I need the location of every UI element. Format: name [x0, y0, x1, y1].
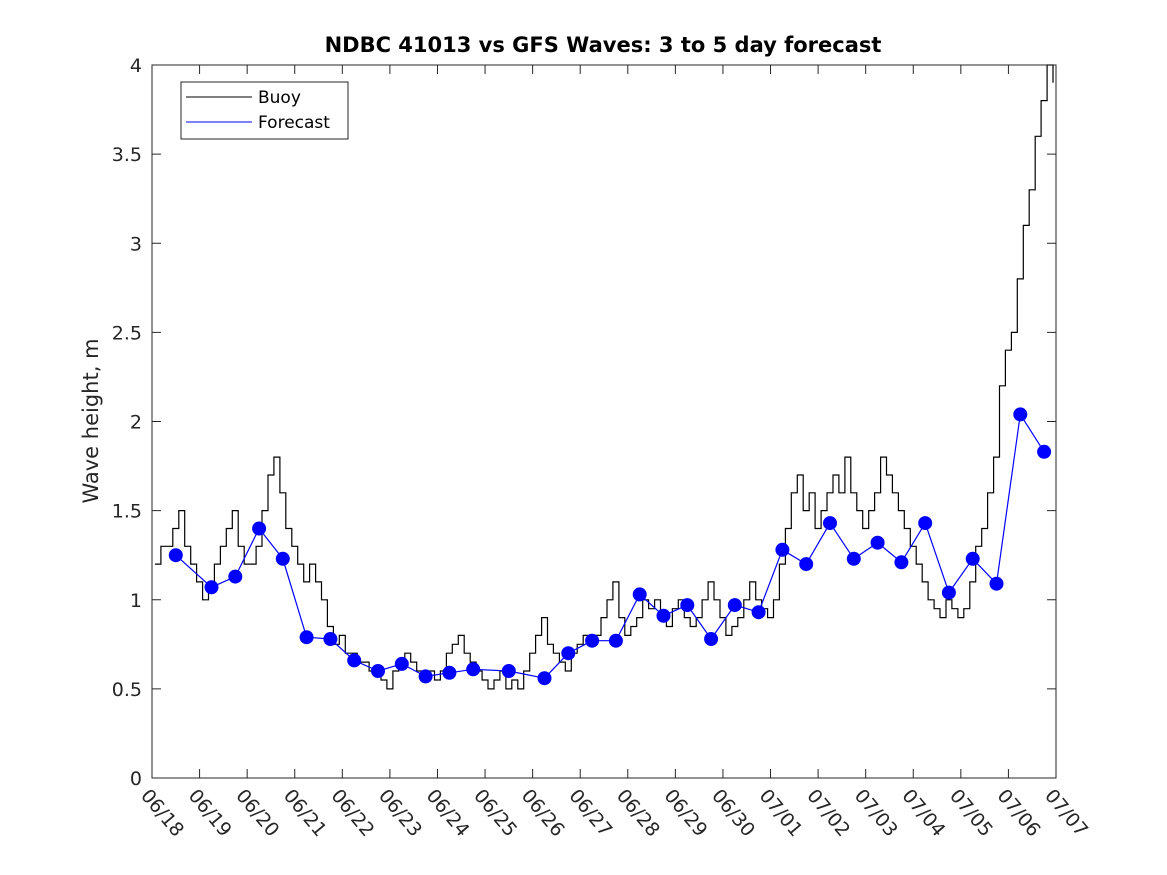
forecast-point [608, 633, 623, 648]
forecast-point [751, 605, 766, 620]
forecast-point [680, 598, 695, 613]
x-tick-label: 06/23 [374, 785, 426, 841]
x-tick-label: 06/30 [707, 785, 759, 841]
forecast-series-segment [175, 554, 212, 588]
x-tick-label: 06/27 [564, 785, 616, 841]
y-tick-label: 1.5 [112, 501, 142, 523]
forecast-series-segment [995, 414, 1021, 584]
x-tick-label: 06/18 [136, 785, 188, 841]
forecast-point [537, 671, 552, 686]
forecast-point [989, 576, 1004, 591]
forecast-point [846, 551, 861, 566]
legend-box [180, 81, 349, 140]
legend-buoy-label: Buoy [258, 88, 301, 108]
forecast-series-segment [234, 528, 260, 577]
x-tick-label: 07/06 [993, 785, 1045, 841]
forecast-point [394, 656, 409, 671]
y-tick-label: 0 [130, 768, 142, 790]
x-tick-label: 06/25 [469, 785, 521, 841]
forecast-point [918, 516, 933, 531]
legend: Buoy Forecast [180, 81, 349, 140]
x-tick-label: 07/02 [802, 785, 854, 841]
forecast-point [168, 548, 183, 563]
series-layer [155, 64, 1054, 690]
x-tick-label: 06/26 [517, 785, 569, 841]
forecast-point [894, 555, 909, 570]
x-tick-label: 07/05 [945, 785, 997, 841]
chart-title: NDBC 41013 vs GFS Waves: 3 to 5 day fore… [325, 33, 882, 57]
forecast-point [704, 632, 719, 646]
y-tick-label: 2 [130, 412, 142, 434]
y-tick-label: 2.5 [112, 322, 142, 344]
forecast-series-segment [758, 549, 783, 613]
forecast-point [727, 598, 742, 613]
x-tick-label: 06/21 [279, 785, 331, 841]
x-tick-label: 07/03 [850, 785, 902, 841]
y-axis-label: Wave height, m [79, 338, 103, 503]
forecast-series-segment [282, 558, 308, 638]
x-tick-label: 07/01 [755, 785, 807, 841]
y-tick-label: 3.5 [112, 144, 142, 166]
forecast-point [1013, 407, 1028, 422]
forecast-point [228, 569, 243, 584]
forecast-series-segment [924, 522, 950, 593]
forecast-point [371, 664, 385, 678]
forecast-series-segment [829, 522, 855, 560]
forecast-point [965, 551, 980, 566]
x-tick-label: 06/28 [612, 785, 664, 841]
x-tick-label: 06/29 [660, 785, 712, 841]
forecast-point [418, 669, 433, 684]
forecast-point [941, 585, 956, 600]
forecast-point [252, 521, 267, 536]
y-tick-label: 4 [130, 55, 142, 77]
plot-area [152, 65, 1056, 778]
forecast-point [204, 580, 219, 595]
x-tick-label: 07/04 [897, 785, 949, 841]
forecast-point [561, 646, 576, 661]
x-tick-label: 07/07 [1040, 785, 1092, 841]
forecast-point [299, 630, 314, 645]
forecast-series-segment [900, 522, 926, 563]
forecast-point [466, 662, 481, 677]
legend-forecast-label: Forecast [258, 113, 330, 133]
y-tick-label: 3 [130, 233, 142, 255]
forecast-point [585, 633, 600, 648]
forecast-point [656, 608, 671, 623]
forecast-point [799, 557, 814, 572]
x-tick-label: 06/19 [184, 785, 236, 841]
forecast-series-segment [615, 594, 641, 641]
y-tick-label: 1 [130, 590, 142, 612]
x-tick-label: 06/20 [231, 785, 283, 841]
forecast-point [1037, 444, 1052, 459]
forecast-series-segment [1019, 414, 1045, 453]
forecast-point [775, 542, 790, 557]
x-tick-label: 06/22 [326, 785, 378, 841]
forecast-point [323, 632, 338, 646]
forecast-point [501, 664, 516, 678]
forecast-point [870, 535, 885, 550]
forecast-point [347, 653, 362, 668]
forecast-point [442, 665, 457, 680]
buoy-series-line [155, 64, 1054, 690]
forecast-series-segment [805, 522, 831, 565]
forecast-point [632, 587, 647, 602]
forecast-point [275, 551, 290, 566]
y-tick-label: 0.5 [112, 679, 142, 701]
forecast-point [823, 516, 837, 531]
x-tick-label: 06/24 [422, 785, 474, 841]
